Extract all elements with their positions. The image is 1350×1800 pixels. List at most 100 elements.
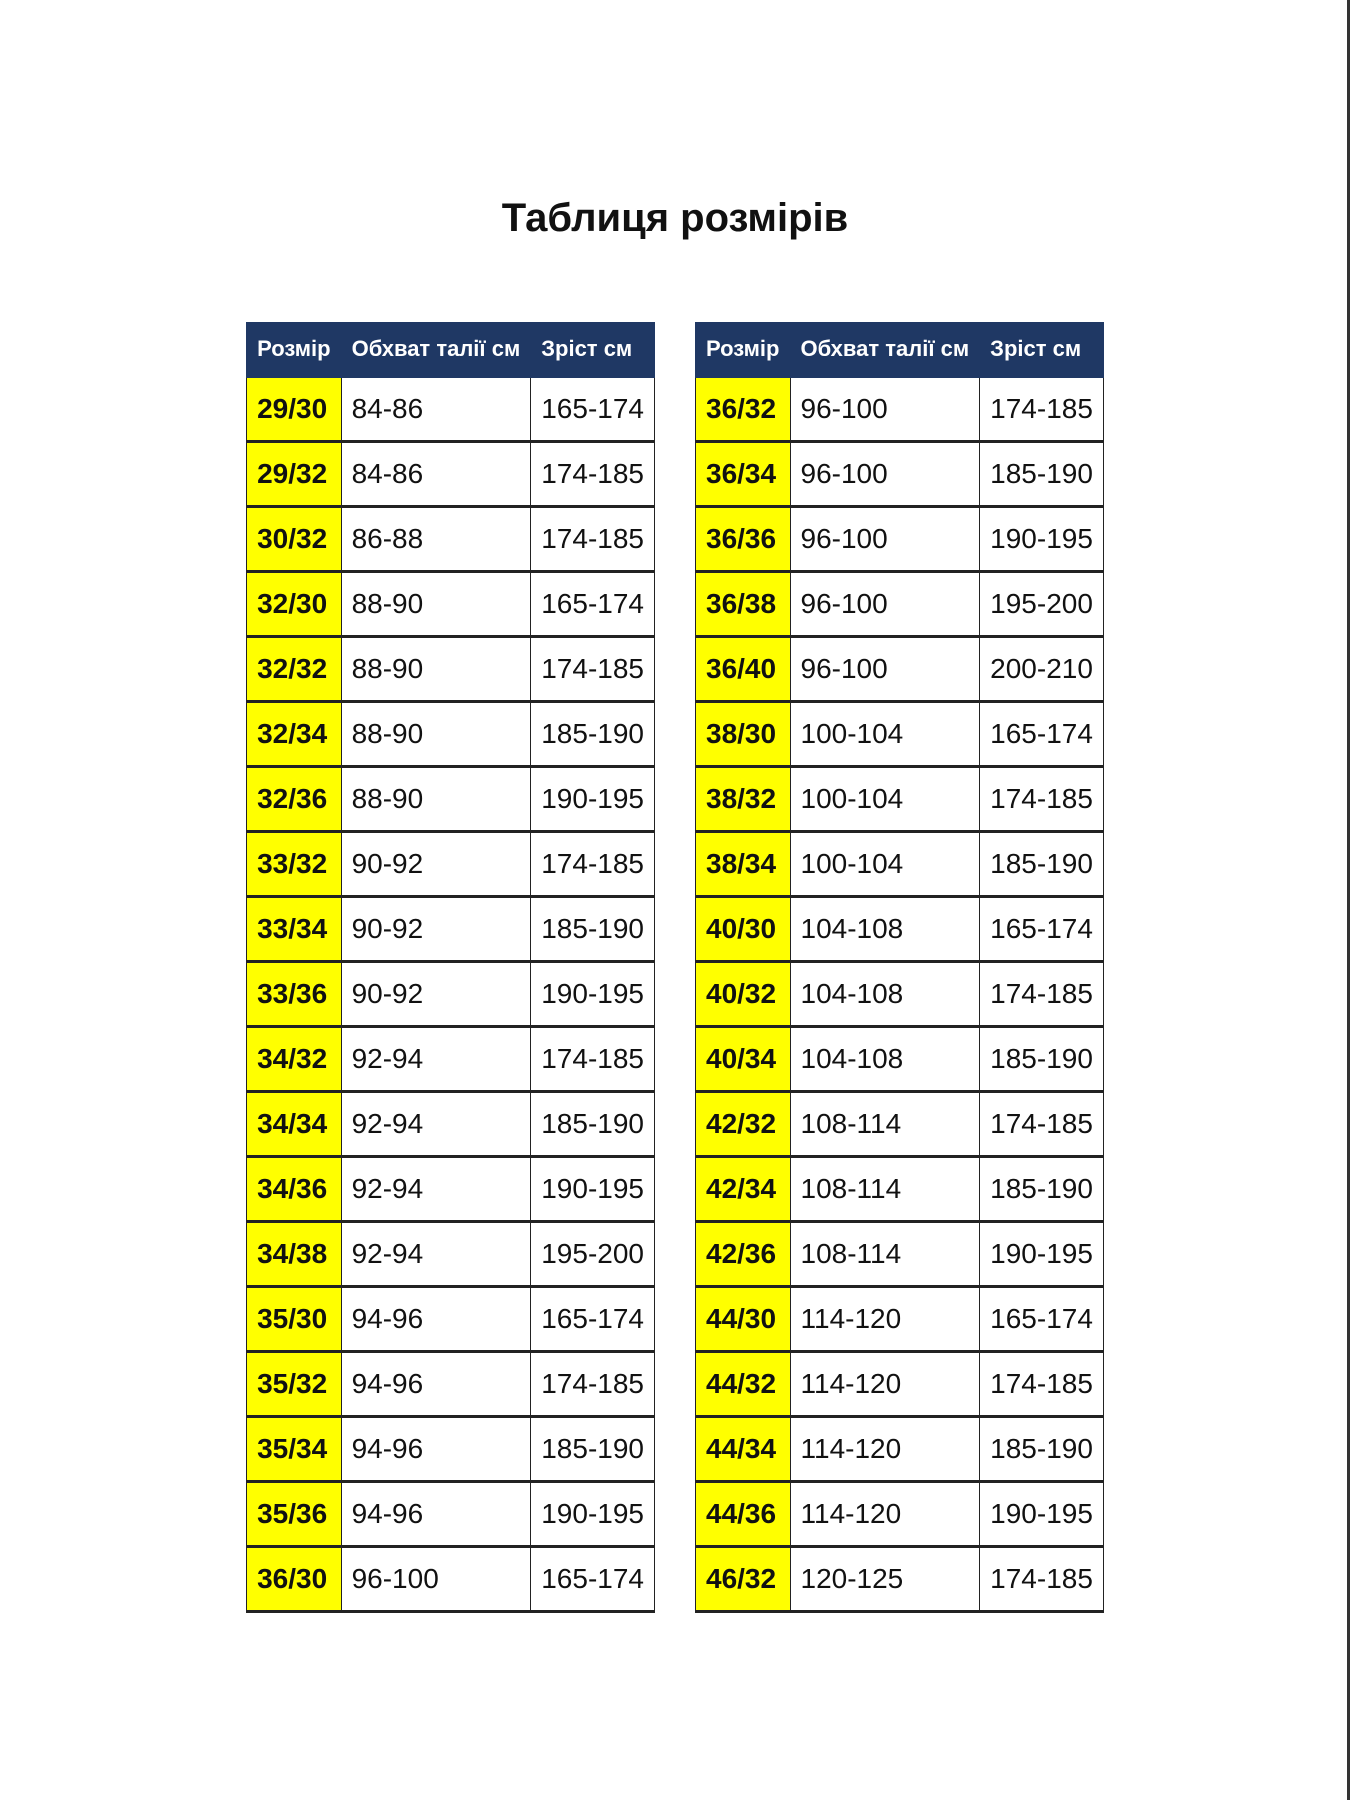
size-tables: Розмір Обхват талії см Зріст см 29/30 84-… [0, 322, 1350, 1613]
waist-cell: 108-114 [789, 1091, 981, 1158]
size-cell: 36/32 [695, 376, 791, 443]
size-cell: 33/36 [246, 961, 342, 1028]
table-row: 40/32 104-108 174-185 [695, 961, 1104, 1028]
waist-cell: 88-90 [340, 766, 532, 833]
size-table-left: Розмір Обхват талії см Зріст см 29/30 84-… [246, 322, 655, 1613]
table-row: 44/36 114-120 190-195 [695, 1481, 1104, 1548]
waist-cell: 96-100 [789, 441, 981, 508]
header-height: Зріст см [530, 322, 655, 378]
height-cell: 174-185 [979, 1546, 1104, 1613]
header-height: Зріст см [979, 322, 1104, 378]
waist-cell: 100-104 [789, 766, 981, 833]
table-row: 34/34 92-94 185-190 [246, 1091, 655, 1158]
waist-cell: 114-120 [789, 1286, 981, 1353]
height-cell: 185-190 [530, 896, 655, 963]
waist-cell: 96-100 [340, 1546, 532, 1613]
table-row: 36/36 96-100 190-195 [695, 506, 1104, 573]
size-cell: 35/32 [246, 1351, 342, 1418]
waist-cell: 108-114 [789, 1156, 981, 1223]
height-cell: 174-185 [530, 506, 655, 573]
table-row: 35/32 94-96 174-185 [246, 1351, 655, 1418]
table-row: 29/32 84-86 174-185 [246, 441, 655, 508]
waist-cell: 86-88 [340, 506, 532, 573]
size-cell: 36/40 [695, 636, 791, 703]
size-cell: 40/30 [695, 896, 791, 963]
size-cell: 42/34 [695, 1156, 791, 1223]
table-row: 44/32 114-120 174-185 [695, 1351, 1104, 1418]
table-row: 33/36 90-92 190-195 [246, 961, 655, 1028]
waist-cell: 96-100 [789, 571, 981, 638]
table-row: 46/32 120-125 174-185 [695, 1546, 1104, 1613]
table-row: 35/30 94-96 165-174 [246, 1286, 655, 1353]
size-cell: 36/36 [695, 506, 791, 573]
height-cell: 165-174 [530, 376, 655, 443]
height-cell: 195-200 [979, 571, 1104, 638]
table-row: 35/34 94-96 185-190 [246, 1416, 655, 1483]
size-cell: 44/32 [695, 1351, 791, 1418]
height-cell: 190-195 [979, 1221, 1104, 1288]
size-cell: 36/38 [695, 571, 791, 638]
waist-cell: 88-90 [340, 636, 532, 703]
size-cell: 46/32 [695, 1546, 791, 1613]
table-row: 40/34 104-108 185-190 [695, 1026, 1104, 1093]
size-cell: 32/30 [246, 571, 342, 638]
header-row: Розмір Обхват талії см Зріст см [695, 322, 1104, 378]
header-waist: Обхват талії см [340, 322, 532, 378]
height-cell: 185-190 [979, 441, 1104, 508]
title-text: Таблиця розмірів [501, 196, 849, 240]
height-cell: 195-200 [530, 1221, 655, 1288]
size-cell: 33/34 [246, 896, 342, 963]
height-cell: 190-195 [979, 1481, 1104, 1548]
table-row: 38/30 100-104 165-174 [695, 701, 1104, 768]
size-cell: 35/34 [246, 1416, 342, 1483]
header-size: Розмір [246, 322, 342, 378]
waist-cell: 96-100 [789, 506, 981, 573]
size-cell: 29/30 [246, 376, 342, 443]
table-row: 38/34 100-104 185-190 [695, 831, 1104, 898]
waist-cell: 92-94 [340, 1221, 532, 1288]
waist-cell: 84-86 [340, 376, 532, 443]
size-cell: 32/34 [246, 701, 342, 768]
size-cell: 32/32 [246, 636, 342, 703]
size-cell: 42/36 [695, 1221, 791, 1288]
height-cell: 174-185 [530, 441, 655, 508]
size-cell: 29/32 [246, 441, 342, 508]
table-row: 36/32 96-100 174-185 [695, 376, 1104, 443]
height-cell: 174-185 [530, 831, 655, 898]
size-cell: 34/34 [246, 1091, 342, 1158]
height-cell: 165-174 [530, 571, 655, 638]
height-cell: 174-185 [530, 1351, 655, 1418]
waist-cell: 94-96 [340, 1416, 532, 1483]
table-row: 38/32 100-104 174-185 [695, 766, 1104, 833]
page-title: Таблиця розмірів [0, 196, 1350, 241]
height-cell: 190-195 [530, 1481, 655, 1548]
table-row: 32/32 88-90 174-185 [246, 636, 655, 703]
height-cell: 165-174 [979, 701, 1104, 768]
size-cell: 34/32 [246, 1026, 342, 1093]
size-table-right: Розмір Обхват талії см Зріст см 36/32 96-… [695, 322, 1104, 1613]
table-row: 36/30 96-100 165-174 [246, 1546, 655, 1613]
height-cell: 174-185 [979, 766, 1104, 833]
waist-cell: 114-120 [789, 1481, 981, 1548]
waist-cell: 92-94 [340, 1091, 532, 1158]
size-cell: 34/36 [246, 1156, 342, 1223]
size-cell: 32/36 [246, 766, 342, 833]
height-cell: 165-174 [530, 1286, 655, 1353]
header-waist: Обхват талії см [789, 322, 981, 378]
waist-cell: 94-96 [340, 1286, 532, 1353]
table-row: 29/30 84-86 165-174 [246, 376, 655, 443]
table-row: 34/36 92-94 190-195 [246, 1156, 655, 1223]
height-cell: 174-185 [530, 1026, 655, 1093]
size-cell: 44/30 [695, 1286, 791, 1353]
waist-cell: 108-114 [789, 1221, 981, 1288]
waist-cell: 90-92 [340, 831, 532, 898]
table-row: 36/34 96-100 185-190 [695, 441, 1104, 508]
table-row: 44/30 114-120 165-174 [695, 1286, 1104, 1353]
size-cell: 36/34 [695, 441, 791, 508]
height-cell: 190-195 [979, 506, 1104, 573]
size-cell: 44/36 [695, 1481, 791, 1548]
waist-cell: 92-94 [340, 1026, 532, 1093]
waist-cell: 114-120 [789, 1351, 981, 1418]
table-row: 32/30 88-90 165-174 [246, 571, 655, 638]
waist-cell: 104-108 [789, 896, 981, 963]
